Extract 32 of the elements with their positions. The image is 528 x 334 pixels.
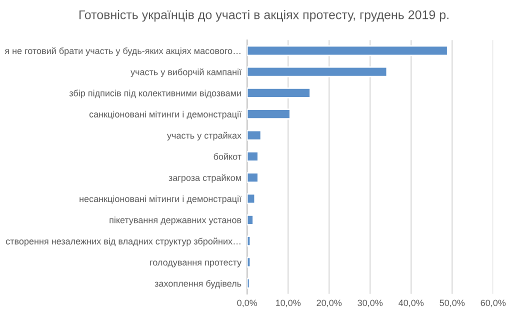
- y-tick-label: захоплення будівель: [154, 280, 242, 289]
- bar: [247, 45, 448, 56]
- x-tick-label: 50,0%: [440, 300, 465, 308]
- y-tick-label: збір підписів під колективними відозвами: [69, 90, 241, 98]
- y-tick-label: загроза страйком: [168, 174, 241, 183]
- bar: [247, 88, 311, 98]
- x-tick-label: 10,0%: [276, 300, 301, 308]
- y-tick-label: бойкот: [214, 152, 242, 160]
- x-tick-label: 40,0%: [398, 300, 424, 308]
- chart-title: Готовність українців до участі в акціях протесту, грудень 2019 р.: [79, 10, 448, 22]
- y-tick-label: я не готовий брати участь у будь-яких акціях масового…: [4, 47, 240, 56]
- x-tick-label: 0,0%: [237, 300, 258, 308]
- bar: [247, 193, 256, 204]
- y-tick-label: участь у виборчій кампанії: [130, 68, 242, 78]
- y-tick-label: пікетування державних установ: [110, 216, 242, 226]
- bar: [247, 172, 259, 184]
- bar: [247, 66, 388, 78]
- y-tick-label: санкціоновані мітинги і демонстрації: [89, 110, 242, 120]
- bar: [247, 214, 254, 226]
- y-tick-label: створення незалежних від владних структур збройних…: [6, 238, 240, 246]
- y-tick-label: участь у страйках: [167, 132, 242, 140]
- bar: [247, 130, 262, 141]
- y-tick-label: несанкціоновані мітинги і демонстрації: [80, 195, 242, 204]
- bar: [247, 236, 252, 246]
- bar: [247, 256, 252, 268]
- bar: [247, 278, 250, 289]
- x-tick-label: 60,0%: [480, 300, 506, 308]
- bar: [247, 108, 291, 120]
- bar: [247, 150, 259, 162]
- x-tick-label: 20,0%: [316, 300, 342, 308]
- x-tick-label: 30,0%: [358, 300, 383, 308]
- y-tick-label: голодування протесту: [150, 260, 242, 268]
